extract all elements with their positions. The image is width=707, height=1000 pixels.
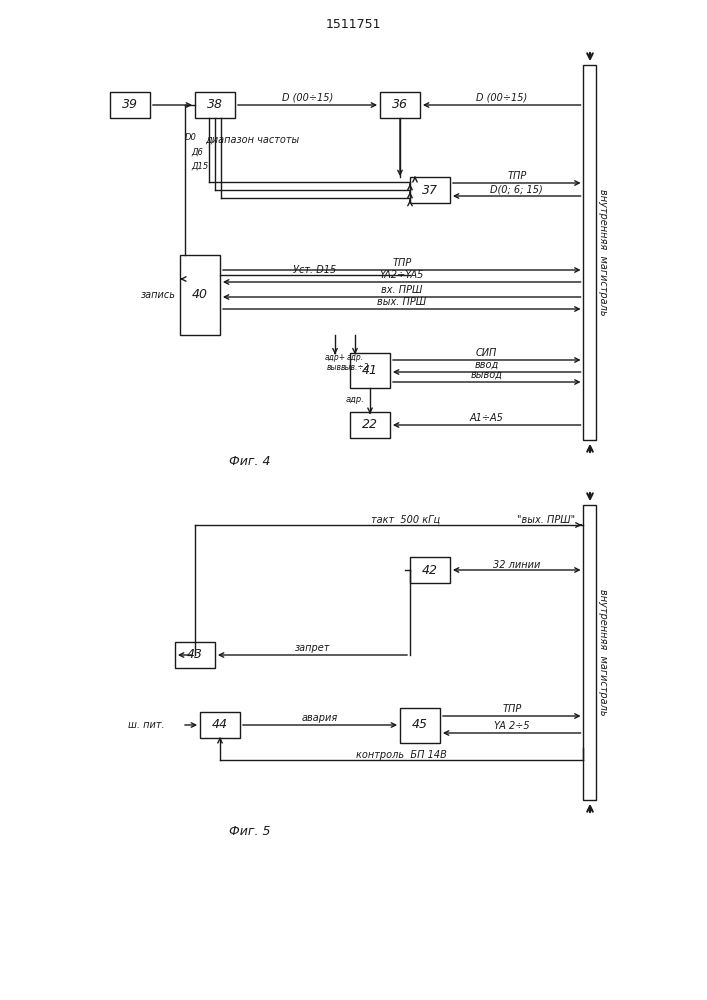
Text: Д15: Д15	[192, 161, 209, 170]
Bar	[350, 353, 390, 387]
Text: адр.: адр.	[346, 395, 364, 404]
Bar	[350, 412, 390, 438]
Text: D (00÷15): D (00÷15)	[476, 93, 527, 103]
Text: 38: 38	[207, 99, 223, 111]
Text: 42: 42	[422, 564, 438, 576]
Text: ТПР: ТПР	[392, 258, 411, 268]
Text: ТПР: ТПР	[502, 704, 521, 714]
Text: 32 линии: 32 линии	[493, 560, 540, 570]
Text: Д6: Д6	[191, 147, 203, 156]
Text: адр.
выв.÷2: адр. выв.÷2	[341, 353, 369, 372]
Text: D0: D0	[185, 133, 197, 142]
Text: вх. ПРШ: вх. ПРШ	[381, 285, 423, 295]
Text: вывод: вывод	[471, 370, 503, 380]
Bar	[410, 177, 450, 203]
Text: 22: 22	[362, 418, 378, 432]
Text: СИП: СИП	[476, 348, 498, 358]
Text: внутренняя  магистраль: внутренняя магистраль	[599, 189, 609, 315]
Text: "вых. ПРШ": "вых. ПРШ"	[518, 515, 575, 525]
Text: YA 2÷5: YA 2÷5	[494, 721, 530, 731]
Text: 40: 40	[192, 288, 208, 302]
Bar	[583, 65, 597, 440]
Text: 36: 36	[392, 99, 408, 111]
Text: 44: 44	[212, 718, 228, 732]
Text: адр+
выв.: адр+ выв.	[325, 353, 346, 372]
Text: диапазон частоты: диапазон частоты	[205, 135, 299, 145]
Text: авария: авария	[302, 713, 338, 723]
Bar	[380, 92, 420, 118]
Text: ввод: ввод	[474, 360, 499, 370]
Bar	[195, 92, 235, 118]
Text: А1÷А5: А1÷А5	[470, 413, 503, 423]
Text: Фиг. 4: Фиг. 4	[229, 455, 271, 468]
Text: 45: 45	[412, 718, 428, 732]
Text: ТПР: ТПР	[507, 171, 527, 181]
Text: запись: запись	[141, 290, 176, 300]
Bar	[583, 505, 597, 800]
Text: Уст. D15: Уст. D15	[293, 265, 337, 275]
Text: 41: 41	[362, 363, 378, 376]
Text: YA2÷YA5: YA2÷YA5	[380, 270, 424, 280]
Bar	[200, 712, 240, 738]
Text: 39: 39	[122, 99, 138, 111]
Text: вых. ПРШ: вых. ПРШ	[378, 297, 426, 307]
Bar	[175, 642, 215, 668]
Text: Фиг. 5: Фиг. 5	[229, 825, 271, 838]
Text: 37: 37	[422, 184, 438, 196]
Bar	[410, 557, 450, 583]
Bar	[400, 708, 440, 742]
Text: 1511751: 1511751	[325, 18, 381, 31]
Bar	[180, 255, 220, 335]
Text: контроль  БП 14В: контроль БП 14В	[356, 750, 448, 760]
Text: D (00÷15): D (00÷15)	[282, 93, 333, 103]
Text: D(0; 6; 15): D(0; 6; 15)	[491, 184, 543, 194]
Text: такт  500 кГц: такт 500 кГц	[371, 515, 440, 525]
Text: ш. пит.: ш. пит.	[129, 720, 165, 730]
Text: внутренняя  магистраль: внутренняя магистраль	[599, 589, 609, 715]
Text: 43: 43	[187, 648, 203, 662]
Bar	[110, 92, 150, 118]
Text: запрет: запрет	[295, 643, 330, 653]
